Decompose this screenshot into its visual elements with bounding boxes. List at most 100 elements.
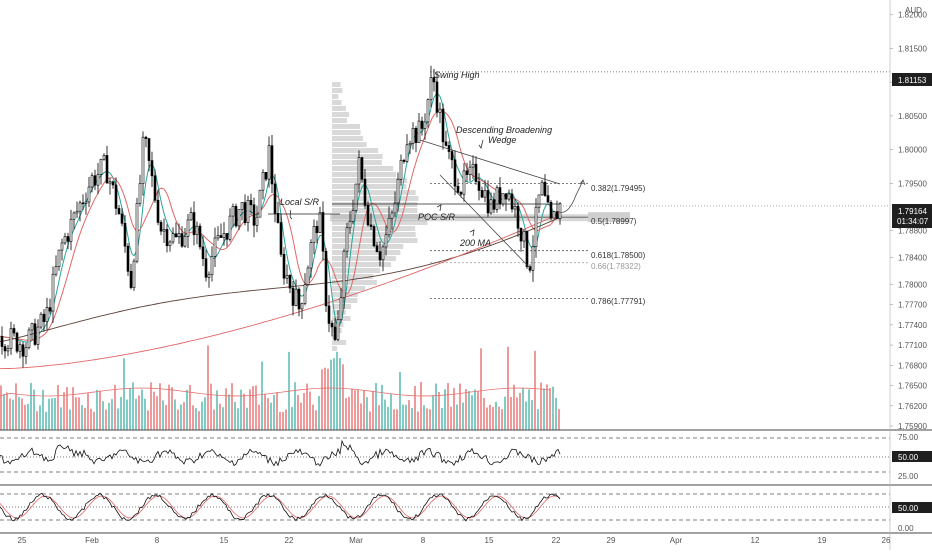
volume-bar [342, 364, 344, 430]
volume-bar [240, 389, 242, 430]
volume-profile-bar [332, 94, 339, 99]
candle-up [246, 199, 250, 223]
candle-up [18, 344, 22, 352]
volume-bar [336, 351, 338, 430]
volume-bar [225, 388, 227, 430]
time-tick-label: 29 [607, 536, 616, 545]
volume-bar [357, 389, 359, 430]
price-tick-label: 1.77100 [898, 341, 927, 350]
volume-bar [228, 394, 230, 430]
drawing-tools [268, 139, 586, 269]
swing-high-price-text: 1.81153 [898, 76, 927, 85]
candle-down [147, 138, 151, 161]
price-tick-label: 1.78000 [898, 280, 927, 289]
fib-618-label: 0.618(1.78500) [591, 251, 646, 260]
volume-bar [306, 383, 308, 430]
volume-bar [552, 386, 554, 430]
volume-bar [324, 367, 326, 430]
candle-down [297, 288, 301, 310]
volume-bar [462, 402, 464, 430]
volume-profile-bar [332, 142, 367, 147]
volume-bar [27, 403, 29, 430]
candle-up [558, 203, 562, 220]
rsi-25-label: 25.00 [898, 472, 919, 481]
volume-profile-bar [332, 184, 407, 189]
volume-bar [486, 407, 488, 430]
candle-up [489, 199, 493, 214]
volume-bar [315, 410, 317, 430]
volume-bar [132, 382, 134, 430]
volume-bar [546, 384, 548, 430]
candle-up [195, 225, 199, 236]
candlesticks [0, 65, 562, 368]
candle-down [114, 184, 118, 209]
swing-high-label: Swing High [434, 70, 480, 80]
candle-down [252, 204, 256, 226]
candle-up [54, 266, 58, 275]
candle-down [219, 235, 223, 238]
candle-up [189, 212, 193, 221]
candle-down [498, 187, 502, 205]
volume-bar [153, 391, 155, 430]
candle-down [366, 205, 370, 226]
candle-up [411, 128, 415, 144]
candle-up [306, 267, 310, 285]
candle-down [432, 77, 436, 83]
candle-down [249, 199, 253, 206]
candle-down [378, 251, 382, 261]
candle-down [330, 323, 334, 328]
candle-up [339, 297, 343, 320]
volume-bar [345, 398, 347, 430]
volume-profile-bar [332, 220, 428, 225]
rsi-value-badge [892, 451, 932, 462]
volume-bar [510, 396, 512, 430]
candle-up [552, 211, 556, 219]
fib-0.5-band [330, 214, 590, 222]
volume-bar [498, 406, 500, 430]
volume-profile-bar [332, 250, 401, 255]
volume-bar [123, 358, 125, 430]
candle-up [207, 274, 211, 278]
candle-up [357, 157, 361, 185]
volume-bar [117, 408, 119, 430]
candle-up [318, 212, 322, 234]
candle-up [240, 202, 244, 210]
volume-profile-bar [332, 136, 364, 141]
volume-bar [99, 390, 101, 430]
volume-bar [312, 404, 314, 430]
candle-down [204, 258, 208, 278]
candle-up [387, 217, 391, 236]
last-price-badge [892, 204, 932, 228]
candle-up [87, 186, 91, 203]
volume-profile-bar [332, 346, 338, 351]
volume-bar [246, 407, 248, 430]
volume-bar [441, 408, 443, 430]
candle-down [48, 307, 52, 312]
candle-down [486, 190, 490, 214]
ema-fast-line [0, 93, 561, 343]
stoch-value-badge [892, 502, 932, 513]
volume-bar [126, 399, 128, 430]
candle-up [96, 174, 100, 186]
candle-up [429, 77, 433, 101]
candle-down [324, 250, 328, 307]
candle-up [303, 284, 307, 304]
candle-up [513, 205, 517, 210]
candle-down [516, 205, 520, 229]
time-tick-label: 22 [552, 536, 561, 545]
volume-bar [96, 389, 98, 430]
volume-bar [252, 386, 254, 430]
volume-bar [192, 405, 194, 430]
volume-bar [33, 389, 35, 430]
candle-up [399, 159, 403, 180]
volume-bar [186, 389, 188, 430]
volume-bar [207, 345, 209, 430]
volume-profile-bar [332, 88, 343, 93]
volume-bar [48, 398, 50, 430]
volume-bar [129, 388, 131, 430]
candle-up [408, 142, 412, 146]
candle-up [393, 202, 397, 214]
candle-down [270, 145, 274, 185]
